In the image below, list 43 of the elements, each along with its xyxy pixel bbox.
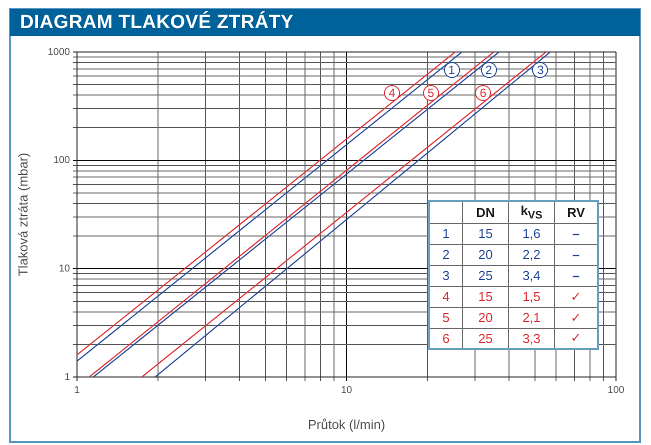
annotation: – <box>554 265 598 286</box>
annotation: ✓ <box>554 286 598 308</box>
series-label: 2 <box>480 62 497 78</box>
x-axis-title: Průtok (l/min) <box>308 416 386 432</box>
annotation: 3,4 <box>508 265 554 286</box>
annotation: 1,6 <box>508 223 554 244</box>
text: 3 <box>442 268 450 284</box>
legend-label: 4 <box>384 84 400 101</box>
text: 2 <box>442 247 450 262</box>
annotation: 15 <box>462 286 508 308</box>
y-tick-label: 10 <box>58 263 70 274</box>
text: 6 <box>442 330 450 346</box>
annotation: 2,1 <box>508 307 554 328</box>
text: 1 <box>442 226 450 242</box>
annotation: – <box>554 223 598 244</box>
annotation: 25 <box>462 265 508 286</box>
annotation: 20 <box>462 244 508 266</box>
text: 4 <box>442 289 450 304</box>
y-tick-label: 1000 <box>48 46 70 58</box>
legend-label: 1 <box>444 62 460 78</box>
annotation: 2,2 <box>508 244 554 266</box>
y-axis-title: Tlaková ztráta (mbar) <box>15 152 30 276</box>
chart-title: DIAGRAM TLAKOVÉ ZTRÁTY <box>10 9 640 36</box>
x-tick-label: 100 <box>608 384 625 396</box>
text: 5 <box>442 310 450 326</box>
annotation: k$_{VS}$ <box>508 201 554 224</box>
y-tick-label: 100 <box>53 155 70 166</box>
series-label: 6 <box>475 84 492 101</box>
y-tick-label: 1 <box>64 372 70 383</box>
annotation: 25 <box>462 328 508 350</box>
annotation: RV <box>554 201 598 224</box>
x-tick-label: 1 <box>74 384 80 396</box>
annotation: – <box>554 244 598 266</box>
annotation: 15 <box>462 223 508 244</box>
annotation: 1,5 <box>508 286 554 308</box>
x-tick-label: 10 <box>340 384 352 396</box>
annotation: 3,3 <box>508 328 554 350</box>
annotation: ✓ <box>554 307 598 328</box>
series-label: 5 <box>422 84 439 101</box>
annotation: ✓ <box>554 328 598 350</box>
annotation: 20 <box>462 307 508 328</box>
annotation: DN <box>462 201 508 224</box>
series-label: 3 <box>532 62 548 78</box>
